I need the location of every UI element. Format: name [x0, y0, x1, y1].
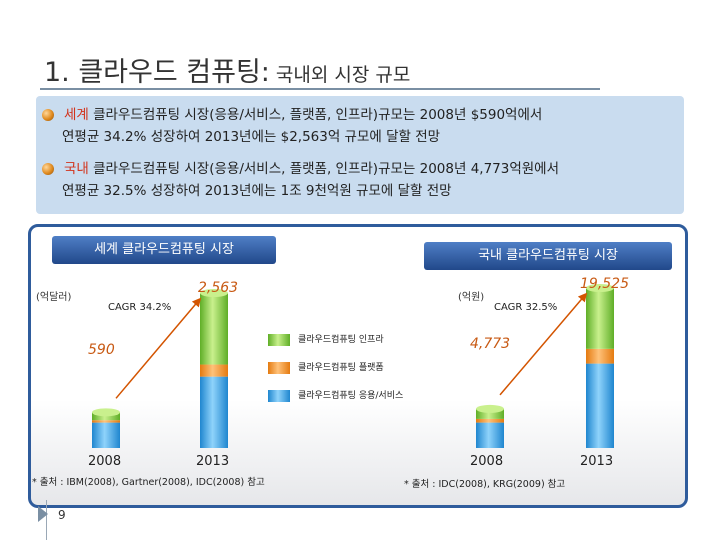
bar-korea-2008-series-1 — [476, 418, 504, 423]
bar-cap-korea-2008 — [476, 404, 504, 413]
bar-korea-2013-series-0 — [586, 363, 614, 448]
slide-title: 1. 클라우드 컴퓨팅: 국내외 시장 규모 — [44, 50, 410, 89]
world-year-2008: 2008 — [88, 454, 122, 469]
legend-infra-label: 클라우드컴퓨팅 인프라 — [298, 335, 384, 345]
korea-chart-header: 국내 클라우드컴퓨팅 시장 — [424, 242, 672, 270]
bar-cap-korea-2013 — [586, 284, 614, 292]
korea-cagr-label: CAGR 32.5% — [494, 302, 558, 313]
bar-world-2008-series-1 — [92, 420, 120, 423]
page-number: 9 — [58, 508, 66, 522]
world-2008-value-label: 590 — [88, 342, 115, 358]
title-main: 1. 클라우드 컴퓨팅: — [44, 57, 270, 88]
growth-arrow-korea — [499, 292, 588, 396]
world-cagr-label: CAGR 34.2% — [108, 302, 172, 313]
title-sub: 국내외 시장 규모 — [275, 64, 411, 86]
world-2013-value-label: 2,563 — [198, 280, 239, 296]
bar-korea-2013-series-2 — [586, 288, 614, 349]
korea-2013-value-label: 19,525 — [580, 276, 629, 292]
bar-cap-world-2008 — [92, 408, 120, 417]
bar-korea-2013-series-1 — [586, 348, 614, 364]
bullet-korea: 국내 클라우드컴퓨팅 시장(응용/서비스, 플랫폼, 인프라)규모는 2008년… — [42, 158, 672, 202]
legend-swatch-0 — [268, 334, 290, 346]
korea-year-2008: 2008 — [470, 454, 504, 469]
korea-unit-label: (억원) — [458, 292, 485, 303]
bullet-korea-line1: 국내 클라우드컴퓨팅 시장(응용/서비스, 플랫폼, 인프라)규모는 2008년… — [64, 158, 672, 180]
growth-arrow-world — [115, 297, 202, 399]
korea-source-note: * 출처 : IDC(2008), KRG(2009) 참고 — [404, 479, 566, 490]
bar-world-2013-series-0 — [200, 376, 228, 448]
bar-world-2008-series-0 — [92, 422, 120, 448]
bullet-korea-text1: 클라우드컴퓨팅 시장(응용/서비스, 플랫폼, 인프라)규모는 2008년 4,… — [88, 161, 560, 177]
legend-swatch-1 — [268, 362, 290, 374]
bullet-world: 세계 클라우드컴퓨팅 시장(응용/서비스, 플랫폼, 인프라)규모는 2008년… — [42, 104, 672, 148]
bullet-world-text1: 클라우드컴퓨팅 시장(응용/서비스, 플랫폼, 인프라)규모는 2008년 $5… — [88, 107, 543, 123]
summary-box — [36, 96, 684, 214]
bar-world-2013-series-1 — [200, 364, 228, 377]
bullet-korea-line2: 연평균 32.5% 성장하여 2013년에는 1조 9천억원 규모에 달할 전망 — [62, 183, 452, 199]
world-year-2013: 2013 — [196, 454, 230, 469]
title-underline — [40, 88, 600, 90]
legend-service-label: 클라우드컴퓨팅 응용/서비스 — [298, 391, 404, 401]
legend-swatch-2 — [268, 390, 290, 402]
chart-panel — [28, 224, 688, 508]
bullet-dot-icon — [42, 109, 54, 121]
korea-2008-value-label: 4,773 — [470, 336, 511, 352]
bar-korea-2008-series-2 — [476, 408, 504, 419]
legend-platform-label: 클라우드컴퓨팅 플랫폼 — [298, 363, 384, 373]
bar-korea-2008-series-0 — [476, 422, 504, 448]
world-source-note: * 출처 : IBM(2008), Gartner(2008), IDC(200… — [32, 477, 265, 488]
bar-cap-world-2013 — [200, 289, 228, 297]
bullet-dot-icon — [42, 163, 54, 175]
korea-year-2013: 2013 — [580, 454, 614, 469]
world-chart-header: 세계 클라우드컴퓨팅 시장 — [52, 236, 276, 264]
bullet-world-line1: 세계 클라우드컴퓨팅 시장(응용/서비스, 플랫폼, 인프라)규모는 2008년… — [64, 104, 672, 126]
bar-world-2013-series-2 — [200, 293, 228, 365]
bullet-korea-keyword: 국내 — [64, 161, 89, 177]
page-arrow-icon — [38, 506, 48, 522]
world-unit-label: (억달러) — [36, 292, 72, 303]
bullet-world-keyword: 세계 — [64, 107, 89, 123]
bullet-world-line2: 연평균 34.2% 성장하여 2013년에는 $2,563억 규모에 달할 전망 — [62, 129, 441, 145]
